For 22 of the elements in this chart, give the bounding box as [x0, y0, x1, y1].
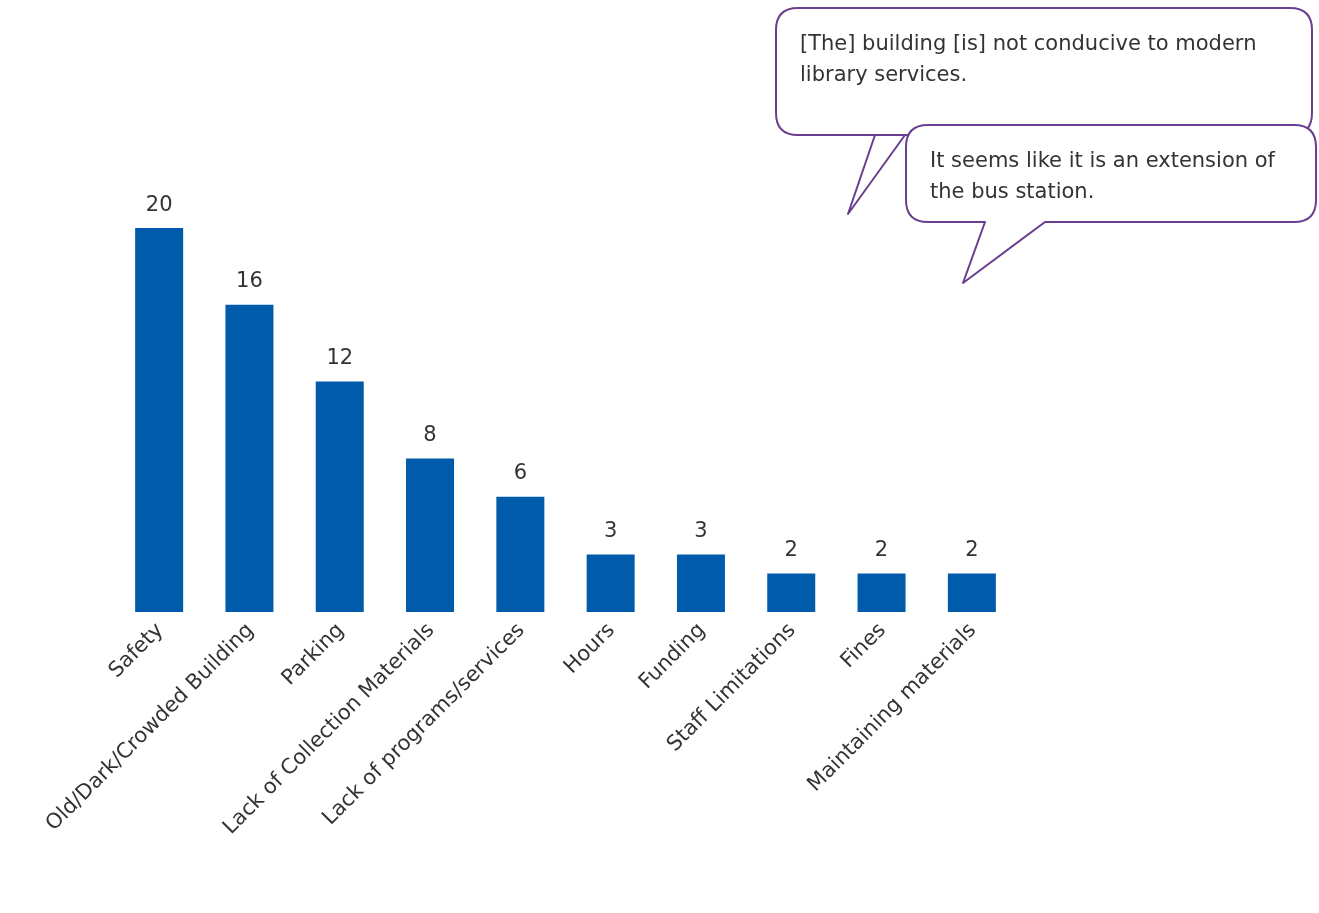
data-label: 16: [236, 268, 263, 293]
bar: [315, 381, 364, 612]
bar: [947, 573, 996, 612]
data-label: 20: [145, 191, 173, 216]
bar: [676, 554, 725, 612]
bar: [225, 304, 274, 612]
data-label: 3: [603, 517, 618, 542]
data-label: 12: [326, 345, 354, 370]
data-label: 6: [513, 460, 528, 485]
bar: [767, 573, 816, 612]
bar: [135, 228, 184, 612]
bar: [406, 458, 455, 612]
bar: [586, 554, 635, 612]
bar: [496, 496, 545, 612]
text: It seems like it is an extension of the bus station.: [930, 147, 1277, 205]
data-label: 2: [874, 537, 889, 562]
data-label: 2: [784, 537, 798, 562]
data-label: 8: [423, 421, 437, 446]
bar: [857, 573, 906, 612]
data-label: 3: [694, 517, 708, 542]
text: [The] building [is] not conducive to modern library services.: [800, 30, 1258, 88]
data-label: 2: [965, 537, 979, 562]
